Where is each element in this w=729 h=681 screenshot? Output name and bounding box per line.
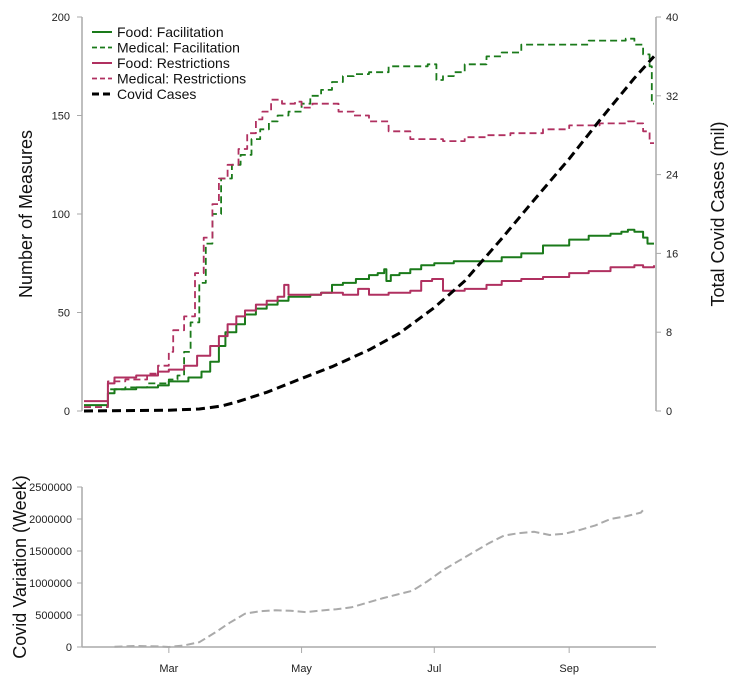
series-line-food-facilitation: [84, 228, 654, 407]
bottom-y-tick-label: 1500000: [29, 546, 72, 558]
series-line-food-restrictions: [84, 264, 655, 403]
top-right-tick-label: 40: [666, 12, 678, 24]
bottom-y-tick-label: 0: [66, 642, 72, 654]
bottom-y-axis-title: Covid Variation (Week): [10, 475, 30, 658]
bottom-x-tick-label: Jul: [427, 663, 441, 675]
top-left-tick-label: 150: [52, 111, 70, 123]
bottom-x-tick-label: Mar: [159, 663, 178, 675]
top-right-tick-label: 24: [666, 170, 678, 182]
top-right-tick-label: 8: [666, 327, 672, 339]
top-chart-series-group: [83, 37, 656, 413]
top-chart-panel: 0 50 100 150 200 0 8 16 24 32 40 Number of Measur…: [16, 12, 728, 418]
bottom-y-tick-label: 1000000: [29, 578, 72, 590]
bottom-y-tick-label: 2500000: [29, 482, 72, 494]
series-line-covid-cases: [83, 55, 656, 413]
top-right-tick-label: 16: [666, 248, 678, 260]
top-right-y-ticks: 0 8 16 24 32 40: [656, 12, 678, 418]
top-right-tick-label: 32: [666, 91, 678, 103]
top-left-tick-label: 100: [52, 209, 70, 221]
bottom-y-tick-label: 2000000: [29, 514, 72, 526]
top-right-y-axis-title: Total Covid Cases (mil): [708, 121, 728, 306]
series-line-medical-restrictions: [84, 98, 654, 408]
bottom-chart-series-group: [114, 506, 647, 648]
series-line-medical-facilitation: [84, 37, 654, 408]
legend-label: Medical: Restrictions: [117, 71, 246, 87]
top-left-tick-label: 0: [64, 406, 70, 418]
top-right-tick-label: 0: [666, 406, 672, 418]
bottom-y-tick-label: 500000: [35, 610, 72, 622]
legend-label: Covid Cases: [117, 86, 196, 102]
bottom-y-ticks: 0 500000 1000000 1500000 2000000 2500000: [29, 482, 82, 654]
top-left-y-ticks: 0 50 100 150 200: [52, 12, 82, 418]
top-left-tick-label: 50: [58, 308, 70, 320]
legend-label: Food: Restrictions: [117, 55, 230, 71]
variation-series-line: [114, 506, 647, 648]
bottom-x-tick-label: May: [291, 663, 312, 675]
legend-label: Food: Facilitation: [117, 24, 224, 40]
legend-label: Medical: Facilitation: [117, 40, 240, 56]
top-left-y-axis-title: Number of Measures: [16, 130, 36, 298]
bottom-x-ticks: Mar May Jul Sep: [159, 647, 579, 675]
top-left-tick-label: 200: [52, 12, 70, 24]
bottom-x-tick-label: Sep: [559, 663, 579, 675]
